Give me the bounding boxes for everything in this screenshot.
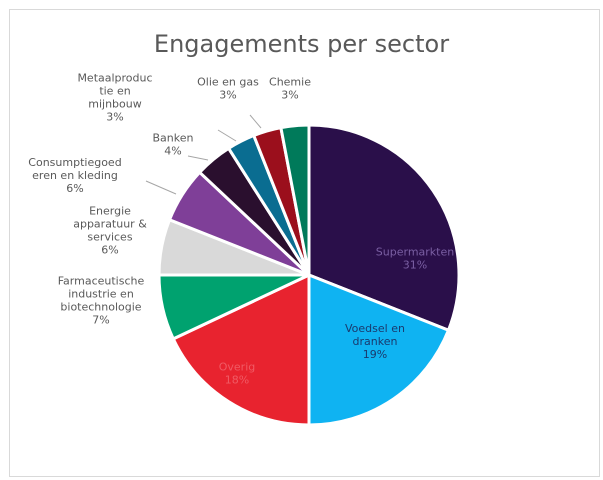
data-label-supermarkten: Supermarkten 31%: [376, 246, 454, 272]
leader-line-metaal: [217, 129, 237, 142]
leader-line-banken: [187, 155, 209, 161]
pie-slice-supermarkten: [307, 123, 461, 333]
data-label-energie: Energie apparatuur & services 6%: [73, 205, 147, 257]
data-label-overig: Overig 18%: [219, 361, 256, 387]
pie-slice-overig: [171, 272, 311, 427]
leader-line-consumptie: [145, 180, 177, 195]
data-label-chemie: Chemie 3%: [269, 76, 311, 102]
data-label-consumptie: Consumptiegoed eren en kleding 6%: [28, 156, 121, 195]
data-label-voedsel: Voedsel en dranken 19%: [345, 322, 405, 361]
data-label-farma: Farmaceutische industrie en biotechnologie…: [58, 275, 145, 327]
chart-title: Engagements per sector: [153, 30, 450, 58]
leader-line-olie: [249, 114, 262, 129]
pie-slice-chemie: [279, 123, 311, 276]
pie-slice-voedsel-en-dranken: [307, 272, 451, 427]
data-label-metaal: Metaalproduc tie en mijnbouw 3%: [77, 72, 152, 124]
data-label-banken: Banken 4%: [153, 132, 194, 158]
data-label-olie: Olie en gas 3%: [197, 76, 259, 102]
